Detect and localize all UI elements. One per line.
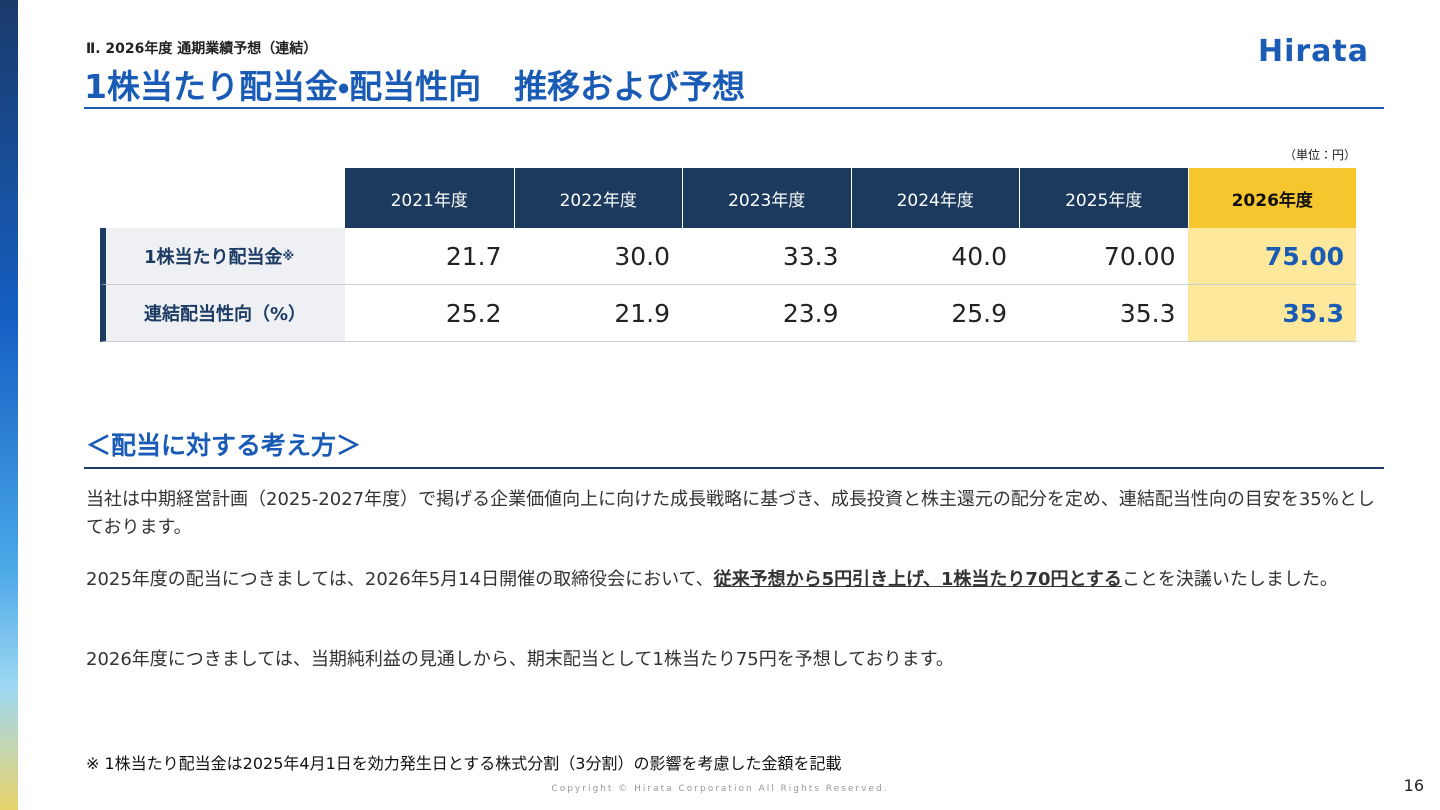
label-text: 連結配当性向（%） [144,304,307,325]
emphasis: 従来予想から5円引き上げ、1株当たり70円とする [713,569,1122,590]
table-value: 30.0 [513,228,682,285]
table-value: 25.2 [345,285,514,342]
page-number: 16 [1403,776,1424,795]
policy-heading: ＜配当に対する考え方＞ [86,431,362,460]
table-value: 21.7 [345,228,514,285]
table-value: 25.9 [850,285,1019,342]
table-value: 21.9 [513,285,682,342]
column-header: 2025年度 [1019,168,1188,228]
row-label: 連結配当性向（%） [100,285,345,342]
column-header: 2021年度 [345,168,514,228]
unit-label: （単位：円） [1283,148,1356,162]
table-value: 35.3 [1187,285,1356,342]
column-header: 2026年度 [1187,168,1356,228]
paragraph: 2026年度につきましては、当期純利益の見通しから、期末配当として1株当たり75… [86,649,954,670]
table-value: 33.3 [682,228,851,285]
text: 2025年度の配当につきましては、2026年5月14日開催の取締役会において、 [86,569,714,590]
note-mark: ※ [282,249,295,263]
column-header: 2023年度 [682,168,851,228]
copyright: Copyright © Hirata Corporation All Right… [551,784,889,794]
slide-title: 1株当たり配当金・配当性向 推移および予想 [84,67,746,106]
label-text: 1株当たり配当金 [144,247,283,268]
table-value: 70.00 [1019,228,1188,285]
title-rule [84,107,1384,109]
table-value: 75.00 [1187,228,1356,285]
column-header: 2022年度 [513,168,682,228]
table-value: 35.3 [1019,285,1188,342]
row-label: 1株当たり配当金 ※ [100,228,345,285]
section-label: Ⅱ. 2026年度 通期業績予想（連結） [86,41,318,57]
column-header: 2024年度 [850,168,1019,228]
heading-rule [84,467,1384,469]
paragraph: 当社は中期経営計画（2025-2027年度）で掲げる企業価値向上に向けた成長戦略… [86,489,1375,538]
logo: Hirata [1258,34,1370,69]
table-value: 40.0 [850,228,1019,285]
side-bar [0,0,18,810]
paragraph: 2025年度の配当につきましては、2026年5月14日開催の取締役会において、従… [86,566,1376,594]
table-value: 23.9 [682,285,851,342]
footnote: ※ 1株当たり配当金は2025年4月1日を効力発生日とする株式分割（3分割）の影… [86,754,842,773]
dividend-table: 2021年度 2022年度 2023年度 2024年度 2025年度 2026年度 1株当た… [100,168,1356,342]
text: ことを決議いたしました。 [1121,569,1338,590]
